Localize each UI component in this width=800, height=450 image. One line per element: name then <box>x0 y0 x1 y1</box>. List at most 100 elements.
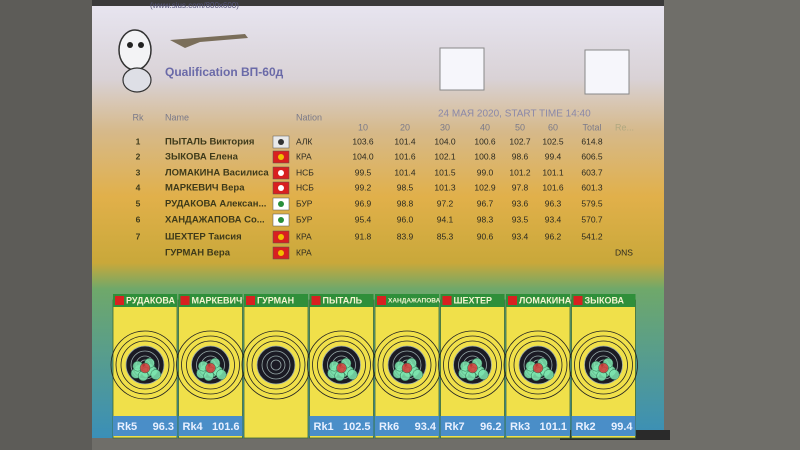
screen-top <box>92 0 664 6</box>
flag-emblem <box>278 234 284 240</box>
score-cell: 93.6 <box>512 198 529 208</box>
target-ring <box>508 335 568 395</box>
score-cell: 100.8 <box>474 151 496 161</box>
score-cell: 104.0 <box>434 136 456 146</box>
column-header: Nation <box>296 112 322 122</box>
target-ring <box>574 335 633 395</box>
logo-box <box>439 47 485 91</box>
target-name: ХАНДАЖАПОВА <box>388 298 441 305</box>
rank: 7 <box>136 231 141 241</box>
header-flag <box>508 296 517 305</box>
shot <box>478 369 489 380</box>
column-header: 60 <box>548 122 558 132</box>
score-cell: 98.3 <box>477 214 494 224</box>
athlete-name: ЛОМАКИНА Василиса <box>165 168 269 179</box>
shot <box>205 362 216 374</box>
score-cell: 570.7 <box>581 214 603 224</box>
shot <box>139 362 151 374</box>
column-header: Rk <box>133 112 144 122</box>
score-cell: 100.6 <box>474 136 496 146</box>
score-cell: 103.6 <box>352 136 374 146</box>
rank: 3 <box>136 167 141 177</box>
score-cell: 96.0 <box>397 214 414 224</box>
target-name: ЛОМАКИНА <box>519 295 572 305</box>
score-cell: 98.8 <box>397 198 414 208</box>
column-header: 40 <box>480 122 490 132</box>
target-ring <box>443 335 502 395</box>
target-name: МАРКЕВИЧ <box>192 295 243 305</box>
score-cell: 579.5 <box>581 198 603 208</box>
rank: 6 <box>136 214 141 224</box>
score-cell: 101.5 <box>434 167 456 177</box>
flag-emblem <box>278 170 284 176</box>
flag-emblem <box>278 217 284 223</box>
header-flag <box>115 296 124 305</box>
score-cell: 603.7 <box>581 167 603 177</box>
score-cell: 91.8 <box>355 231 372 241</box>
target-ring <box>186 340 235 390</box>
target-ring <box>317 340 366 390</box>
score-cell: 96.2 <box>545 231 562 241</box>
target-ring <box>181 335 240 395</box>
score-bar <box>506 416 570 436</box>
target-strip: РУДАКОВА Rk5 96.3 МАРКЕВИЧ Rk4 101.6 ГУРМАН ПЫТ… <box>110 294 638 439</box>
target-header <box>506 294 570 307</box>
score-cell: 101.4 <box>394 136 416 146</box>
target-ring <box>513 340 563 390</box>
nation-code: КРА <box>296 151 312 161</box>
flag-emblem <box>278 139 284 145</box>
flag-emblem <box>278 250 284 256</box>
target-score: 99.4 <box>611 421 633 433</box>
score-cell: 101.4 <box>394 167 416 177</box>
target-rank: Rk2 <box>576 421 596 433</box>
target-header <box>375 294 439 307</box>
nation-code: БУР <box>296 198 313 208</box>
target-score: 102.5 <box>343 421 371 433</box>
athlete-name: ЗЫКОВА Елена <box>165 152 239 163</box>
target-rank: Rk4 <box>183 421 204 433</box>
nation-code: БУР <box>296 214 313 224</box>
nation-code: КРА <box>296 231 312 241</box>
column-header: Name <box>165 112 189 122</box>
score-bar <box>440 416 505 436</box>
header-flag <box>377 296 386 305</box>
target-header <box>244 294 308 307</box>
rank: 2 <box>136 151 141 161</box>
athlete-name: ХАНДАЖАПОВА Со... <box>165 215 265 226</box>
target-header <box>113 294 177 307</box>
nation-code: НСБ <box>296 167 314 177</box>
score-bar <box>375 416 439 436</box>
score-cell: DNS <box>615 247 633 257</box>
target-ring <box>251 340 301 390</box>
target-ring <box>246 335 306 395</box>
score-cell: 85.3 <box>437 231 454 241</box>
target-score: 101.1 <box>539 421 567 433</box>
score-cell: 606.5 <box>581 151 603 161</box>
score-cell: 94.1 <box>437 214 454 224</box>
score-cell: 93.4 <box>512 231 529 241</box>
score-cell: 101.2 <box>509 167 531 177</box>
score-cell: 101.6 <box>394 151 416 161</box>
target-ring <box>270 359 282 371</box>
shot <box>532 362 544 374</box>
target-name: ШЕХТЕР <box>454 295 493 305</box>
rifle-icon <box>170 34 248 48</box>
target-ring <box>448 340 497 390</box>
score-cell: 601.3 <box>581 182 603 192</box>
score-cell: 101.1 <box>542 167 564 177</box>
shot <box>216 369 227 380</box>
score-cell: 102.7 <box>509 136 531 146</box>
nation-code: НСБ <box>296 182 314 192</box>
column-header: 30 <box>440 122 450 132</box>
score-cell: 101.6 <box>542 182 564 192</box>
score-cell: 96.7 <box>477 198 494 208</box>
target-score: 101.6 <box>212 421 240 433</box>
score-bar <box>571 416 636 436</box>
target-rank: Rk5 <box>117 421 137 433</box>
target-score: 96.3 <box>153 421 174 433</box>
flag-emblem <box>278 185 284 191</box>
score-bar <box>178 416 243 436</box>
target-ring <box>382 340 432 390</box>
results-table: Rk Name Nation 10 20 30 40 50 60 Total Re... 1 ПЫТАЛ… <box>133 112 634 260</box>
score-cell: 98.5 <box>397 182 414 192</box>
